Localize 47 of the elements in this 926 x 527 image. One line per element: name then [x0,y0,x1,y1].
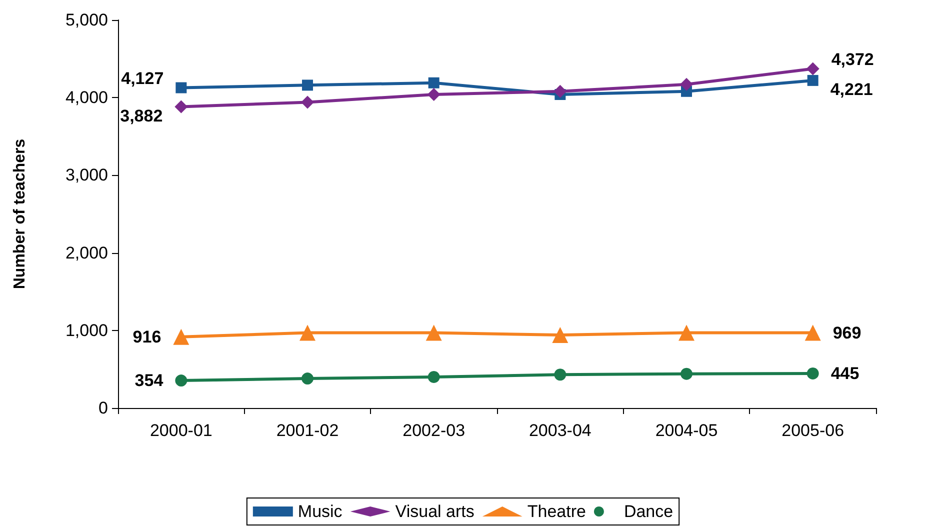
legend-label: Theatre [527,502,586,521]
y-axis-title: Number of teachers [12,138,28,290]
y-tick-label: 5,000 [65,10,108,30]
point [807,74,818,86]
point [176,82,187,94]
x-tick-label: 2002-03 [402,421,466,440]
point [680,78,693,91]
data-label: 354 [134,371,164,390]
data-label: 916 [132,327,162,346]
point [804,324,821,341]
y-tick-label: 1,000 [65,320,108,340]
data-label: 445 [830,364,860,383]
data-label: 4,221 [830,80,873,99]
x-tick-label: 2001-02 [276,421,339,440]
x-tick-label: 2005-06 [782,421,844,440]
point [554,84,567,98]
x-tick-label: 2003-04 [528,421,592,440]
x-tick-label: 2004-05 [655,421,718,440]
legend-label: Music [298,502,343,521]
legend-label: Visual arts [395,502,474,521]
point [301,96,314,109]
data-label: 3,882 [120,106,163,126]
point [428,370,440,383]
point [427,88,440,101]
point [678,324,694,341]
data-label: 4,372 [831,50,874,70]
point [302,80,313,91]
point [426,324,442,341]
legend-label: Dance [624,502,674,521]
y-tick-label: 3,000 [65,166,108,185]
point [552,327,568,344]
point [428,77,440,88]
point [680,368,692,380]
y-tick-label: 4,000 [65,88,108,108]
point [175,374,188,387]
point [806,367,819,380]
point [554,368,566,381]
point [302,372,314,385]
point [806,62,820,76]
x-tick-label: 2000-01 [150,421,212,440]
data-label: 969 [832,323,862,342]
y-tick-label: 2,000 [65,243,108,262]
point [173,328,190,345]
y-tick-label: 0 [98,398,108,418]
point [300,324,316,341]
point [174,100,188,114]
data-label: 4,127 [121,69,164,88]
